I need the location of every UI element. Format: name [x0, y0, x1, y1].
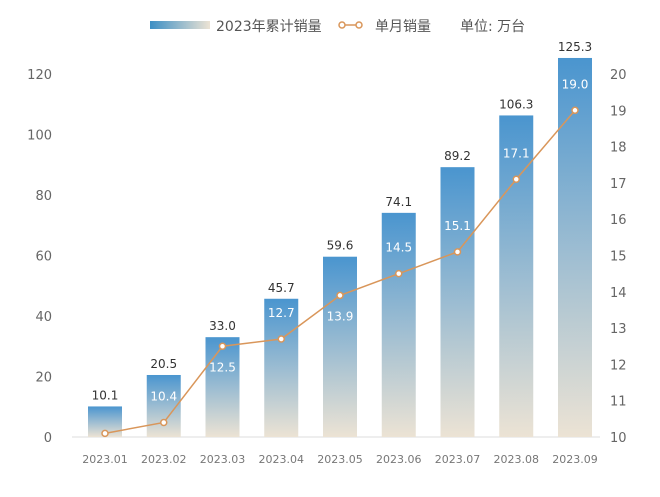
x-tick-label: 2023.03	[200, 453, 246, 466]
right-tick-label: 18	[610, 141, 627, 156]
left-tick-label: 100	[27, 129, 52, 144]
x-tick-label: 2023.05	[317, 453, 363, 466]
right-tick-label: 17	[610, 177, 627, 192]
bar-value-label: 20.5	[150, 357, 177, 371]
bar-value-label: 89.2	[444, 149, 471, 163]
right-tick-label: 19	[610, 104, 627, 119]
line-value-label: 15.1	[444, 219, 471, 233]
line-point	[218, 342, 227, 350]
bar-value-label: 74.1	[385, 195, 412, 209]
monthly-line: 10.4 12.5 12.7 13.9 14.5 15.1 17.1 19.0	[101, 77, 589, 438]
x-axis: 2023.01 2023.02 2023.03 2023.04 2023.05 2023.…	[82, 453, 598, 466]
line-value-label: 17.1	[503, 146, 530, 160]
line-point	[101, 429, 109, 438]
line-value-label: 12.5	[209, 360, 236, 374]
left-axis: 0 20 40 60 80 100 120	[27, 68, 52, 446]
legend-bar-label: 2023年累计销量	[216, 19, 322, 35]
bar	[558, 57, 592, 437]
line-value-label: 19.0	[562, 77, 589, 91]
left-tick-label: 60	[35, 250, 52, 265]
bar	[205, 337, 240, 437]
line-point	[160, 418, 168, 427]
line-point	[512, 175, 520, 184]
right-tick-label: 12	[610, 358, 627, 373]
bar	[146, 374, 181, 437]
right-tick-label: 11	[610, 395, 627, 410]
line-value-label: 12.7	[268, 306, 295, 320]
left-tick-label: 120	[27, 68, 52, 83]
x-tick-label: 2023.04	[259, 453, 305, 466]
line-point	[277, 335, 285, 343]
line-point	[571, 106, 579, 115]
left-tick-label: 40	[35, 310, 52, 325]
right-tick-label: 15	[610, 250, 627, 265]
bar-value-label: 33.0	[209, 319, 236, 333]
bar-value-label: 10.1	[92, 388, 119, 402]
bar	[499, 115, 534, 437]
x-tick-label: 2023.08	[494, 453, 540, 466]
x-tick-label: 2023.07	[435, 453, 481, 466]
right-tick-label: 20	[610, 68, 627, 83]
bar-value-label: 45.7	[268, 281, 295, 295]
right-tick-label: 16	[610, 213, 627, 228]
x-tick-label: 2023.06	[376, 453, 422, 466]
line-value-label: 14.5	[385, 241, 412, 255]
right-tick-label: 10	[610, 431, 627, 446]
legend: 2023年累计销量 单月销量 单位: 万台	[150, 19, 525, 35]
legend-bar-swatch	[150, 21, 210, 29]
legend-line-swatch	[338, 21, 363, 29]
line-value-label: 13.9	[327, 309, 354, 323]
left-tick-label: 0	[44, 431, 52, 446]
bar	[440, 167, 475, 438]
unit-label: 单位: 万台	[460, 19, 525, 35]
bar	[323, 256, 357, 437]
line-point	[336, 291, 344, 300]
bars: 10.1 20.5 33.0 45.7 59.6 74.1 89.2 106.3 125.3	[88, 40, 592, 438]
left-tick-label: 20	[35, 371, 52, 386]
bar	[264, 298, 299, 437]
line-value-label: 10.4	[150, 389, 177, 403]
right-tick-label: 13	[610, 322, 627, 337]
right-axis: 10 11 12 13 14 15 16 17 18 19 20	[610, 68, 627, 446]
bar-value-label: 59.6	[327, 239, 354, 253]
x-tick-label: 2023.09	[552, 453, 598, 466]
right-tick-label: 14	[610, 286, 627, 301]
bar-value-label: 106.3	[499, 97, 533, 111]
bar	[381, 212, 416, 437]
line-point	[395, 269, 403, 278]
x-tick-label: 2023.01	[82, 453, 128, 466]
x-tick-label: 2023.02	[141, 453, 187, 466]
left-tick-label: 80	[35, 189, 52, 204]
legend-line-label: 单月销量	[375, 19, 431, 35]
line-point	[453, 248, 462, 256]
bar-value-label: 125.3	[558, 40, 592, 54]
